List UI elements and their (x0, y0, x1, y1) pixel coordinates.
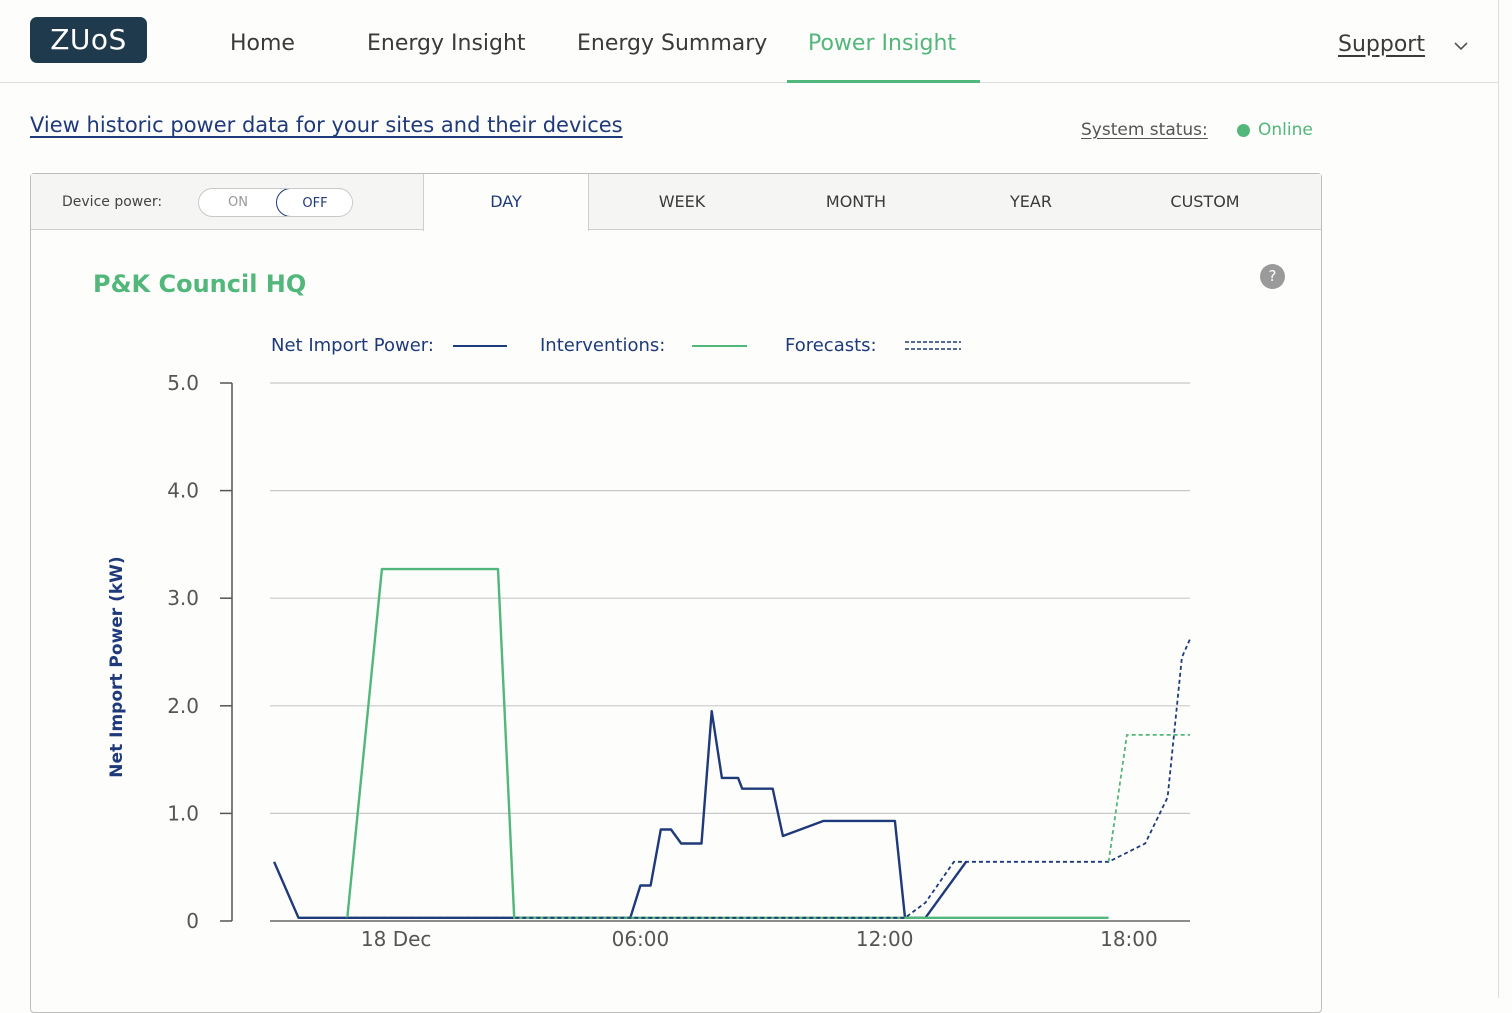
nav-energy-insight[interactable]: Energy Insight (367, 31, 526, 56)
x-tick-label: 12:00 (856, 927, 914, 951)
y-tick-label: 2.0 (167, 694, 199, 718)
help-icon[interactable]: ? (1260, 264, 1285, 289)
y-tick-label: 4.0 (167, 479, 199, 503)
support-menu[interactable]: Support (1338, 32, 1425, 57)
toggle-off-option[interactable]: OFF (276, 189, 352, 216)
system-status-label: System status: (1081, 120, 1208, 140)
page-edge-divider (1498, 0, 1499, 998)
series-line-net-import-power (272, 710, 968, 919)
y-tick-label: 5.0 (167, 371, 199, 395)
series-line-forecasts (347, 638, 1191, 919)
site-title: P&K Council HQ (93, 270, 307, 298)
device-power-label: Device power: (62, 194, 163, 210)
y-tick-label: 3.0 (167, 586, 199, 610)
active-nav-indicator (787, 80, 980, 83)
zuos-logo[interactable]: ZUoS (30, 17, 147, 63)
x-tick-label: 06:00 (612, 927, 670, 951)
chevron-down-icon[interactable] (1453, 38, 1469, 54)
tab-year[interactable]: YEAR (1010, 192, 1052, 211)
series-line-intervention-forecast (1107, 734, 1190, 862)
power-line-chart: 0 1.0 2.0 3.0 4.0 5.0 18 Dec 06:00 12:00 18:00 Net… (107, 335, 1191, 951)
nav-energy-summary[interactable]: Energy Summary (577, 31, 768, 56)
legend-label: Interventions: (540, 335, 665, 356)
top-navigation-bar: ZUoS Home Energy Insight Energy Summary … (0, 0, 1498, 83)
x-tick-label: 18 Dec (361, 927, 432, 951)
system-status-value: Online (1258, 120, 1313, 140)
status-online-dot-icon (1237, 124, 1250, 137)
power-chart-panel: Device power: ON OFF DAY WEEK MONTH YEAR… (30, 173, 1322, 1013)
y-tick-label: 0 (186, 909, 199, 933)
tab-day[interactable]: DAY (423, 174, 589, 231)
y-tick-label: 1.0 (167, 801, 199, 825)
y-axis-title: Net Import Power (kW) (107, 556, 127, 777)
tab-week[interactable]: WEEK (658, 192, 706, 211)
legend-label: Forecasts: (785, 335, 877, 356)
nav-power-insight[interactable]: Power Insight (808, 31, 957, 56)
x-tick-label: 18:00 (1100, 927, 1158, 951)
page-subtitle-link[interactable]: View historic power data for your sites … (30, 113, 623, 137)
device-power-toggle[interactable]: ON OFF (198, 188, 353, 217)
period-tab-bar: Device power: ON OFF DAY WEEK MONTH YEAR… (31, 174, 1321, 231)
nav-home[interactable]: Home (230, 31, 295, 56)
legend-label: Net Import Power: (271, 335, 434, 356)
tab-month[interactable]: MONTH (825, 192, 887, 211)
series-line-interventions (346, 567, 1109, 919)
toggle-on-option[interactable]: ON (228, 195, 248, 210)
tab-custom[interactable]: CUSTOM (1170, 192, 1240, 211)
